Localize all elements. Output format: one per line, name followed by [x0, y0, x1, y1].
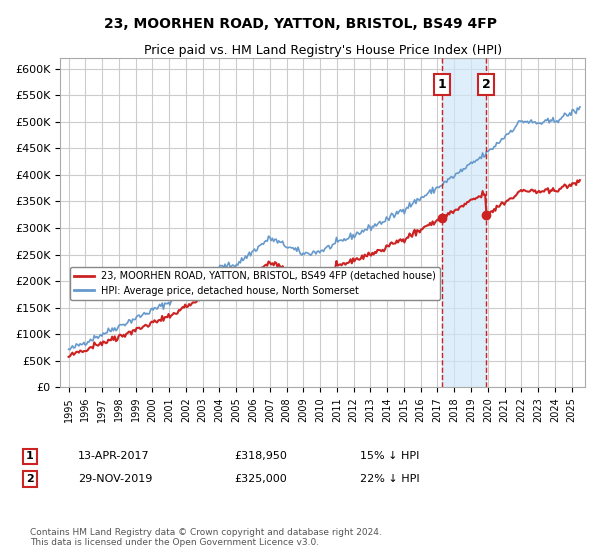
Text: 1: 1 [438, 78, 446, 91]
Text: 22% ↓ HPI: 22% ↓ HPI [360, 474, 419, 484]
Text: 1: 1 [26, 451, 34, 461]
Text: Contains HM Land Registry data © Crown copyright and database right 2024.
This d: Contains HM Land Registry data © Crown c… [30, 528, 382, 547]
Text: 13-APR-2017: 13-APR-2017 [78, 451, 149, 461]
Legend: 23, MOORHEN ROAD, YATTON, BRISTOL, BS49 4FP (detached house), HPI: Average price: 23, MOORHEN ROAD, YATTON, BRISTOL, BS49 … [70, 267, 440, 300]
Text: £325,000: £325,000 [234, 474, 287, 484]
Text: 15% ↓ HPI: 15% ↓ HPI [360, 451, 419, 461]
Text: 2: 2 [26, 474, 34, 484]
Text: 23, MOORHEN ROAD, YATTON, BRISTOL, BS49 4FP: 23, MOORHEN ROAD, YATTON, BRISTOL, BS49 … [104, 17, 497, 31]
Text: 2: 2 [482, 78, 491, 91]
Bar [442, 58, 486, 387]
Title: Price paid vs. HM Land Registry's House Price Index (HPI): Price paid vs. HM Land Registry's House … [143, 44, 502, 57]
Text: £318,950: £318,950 [234, 451, 287, 461]
Text: 29-NOV-2019: 29-NOV-2019 [78, 474, 152, 484]
